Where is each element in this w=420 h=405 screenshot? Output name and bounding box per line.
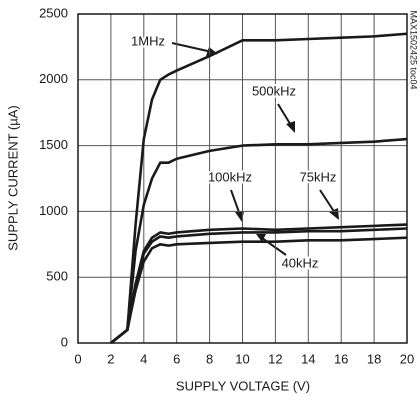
x-tick-label: 6 — [173, 351, 180, 366]
x-tick-label: 16 — [334, 351, 348, 366]
x-tick-label: 0 — [74, 351, 81, 366]
x-tick-label: 8 — [206, 351, 213, 366]
series-label: 100kHz — [208, 169, 252, 184]
x-tick-label: 18 — [367, 351, 381, 366]
y-tick-label: 1000 — [39, 203, 68, 218]
y-axis-label: SUPPLY CURRENT (µA) — [5, 105, 20, 250]
line-series — [110, 236, 408, 345]
x-axis-label: SUPPLY VOLTAGE (V) — [176, 378, 310, 393]
series-label: 500kHz — [252, 83, 296, 98]
series-label: 75kHz — [300, 169, 337, 184]
arrow-head — [256, 234, 266, 242]
series-label: 1MHz — [131, 33, 165, 48]
annotation-arrows — [171, 42, 339, 256]
series-label: 40kHz — [282, 255, 319, 270]
x-tick-label: 4 — [140, 351, 147, 366]
figure-note: MAX1502425 toc04 — [409, 10, 419, 89]
x-tick-label: 2 — [107, 351, 114, 366]
y-tick-label: 2500 — [39, 5, 68, 20]
y-tick-label: 2000 — [39, 71, 68, 86]
line-series — [110, 32, 408, 345]
x-tick-label: 12 — [268, 351, 282, 366]
arrow — [230, 189, 241, 216]
arrow — [171, 42, 213, 53]
line-series — [110, 227, 408, 345]
y-tick-label: 0 — [61, 334, 68, 349]
arrow — [319, 189, 336, 214]
x-tick-label: 10 — [235, 351, 249, 366]
arrow-head — [286, 121, 295, 133]
y-tick-label: 1500 — [39, 137, 68, 152]
line-series — [110, 137, 408, 345]
x-tick-label: 14 — [301, 351, 315, 366]
x-tick-label: 20 — [400, 351, 414, 366]
y-tick-label: 500 — [46, 269, 68, 284]
arrow-head — [235, 211, 244, 222]
plot-frame — [77, 13, 408, 344]
arrow-head — [329, 208, 339, 220]
